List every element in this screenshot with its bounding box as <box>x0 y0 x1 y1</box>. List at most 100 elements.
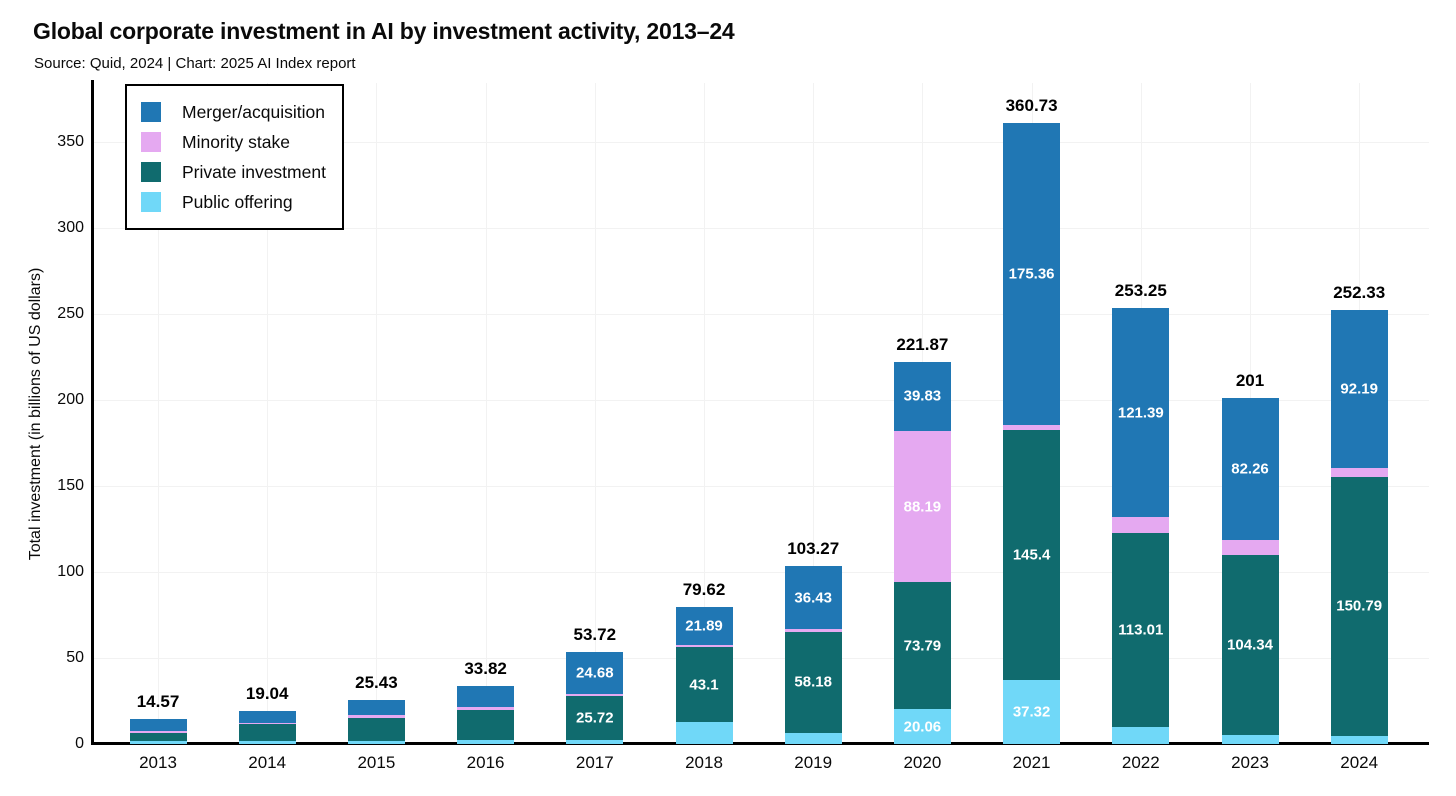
bar-segment-minority_stake <box>347 715 405 718</box>
segment-value-label: 58.18 <box>794 673 832 691</box>
segment-value-label: 25.72 <box>576 709 614 727</box>
legend-label: Minority stake <box>182 131 290 152</box>
bar-segment-private_investment <box>1003 429 1061 680</box>
x-tick-label: 2022 <box>1121 753 1160 772</box>
bar-total-label: 221.87 <box>896 335 949 355</box>
x-tick-label: 2016 <box>466 753 505 772</box>
segment-value-label: 113.01 <box>1118 621 1164 639</box>
bar-segment-minority_stake <box>566 694 624 696</box>
bar-total-label: 201 <box>1235 371 1265 391</box>
bar-segment-minority_stake <box>1112 517 1170 533</box>
segment-value-label: 21.89 <box>685 617 723 635</box>
bar-segment-private_investment <box>347 717 405 741</box>
legend-swatch-icon <box>141 192 161 212</box>
bar-segment-merger_acquisition <box>675 606 733 645</box>
segment-value-label: 175.36 <box>1008 265 1055 283</box>
segment-value-label: 36.43 <box>794 589 832 607</box>
legend-item-public_offering: Public offering <box>141 187 326 217</box>
legend: Merger/acquisition Minority stake Private … <box>125 84 344 230</box>
bar-total-label: 252.33 <box>1333 282 1386 302</box>
legend-swatch-icon <box>141 132 161 152</box>
bar-segment-public_offering <box>347 740 405 744</box>
bar-segment-public_offering <box>457 740 515 744</box>
bar-segment-public_offering <box>1112 727 1170 744</box>
gridline-vertical <box>376 83 378 744</box>
bar-segment-merger_acquisition <box>1330 309 1388 469</box>
gridline-vertical <box>704 83 705 744</box>
bar-segment-merger_acquisition <box>1003 123 1061 425</box>
gridline-vertical <box>158 83 159 744</box>
bar-segment-minority_stake <box>784 628 842 633</box>
gridline-vertical <box>594 83 596 744</box>
bar-segment-public_offering <box>566 740 624 744</box>
x-tick-label: 2024 <box>1340 753 1379 772</box>
bar-segment-private_investment <box>1221 555 1279 735</box>
bar-segment-public_offering <box>784 732 842 744</box>
y-tick-label: 250 <box>57 304 84 322</box>
x-tick-label: 2014 <box>248 753 287 772</box>
gridline-horizontal <box>93 313 1429 315</box>
legend-swatch-icon <box>141 102 161 122</box>
x-tick-label: 2013 <box>139 753 177 772</box>
legend-label: Public offering <box>182 191 293 212</box>
bar-segment-private_investment <box>1330 476 1388 737</box>
bar-segment-minority_stake <box>129 730 187 734</box>
segment-value-label: 145.4 <box>1012 546 1051 564</box>
bar-segment-private_investment <box>457 710 515 741</box>
y-tick-label: 150 <box>57 476 84 494</box>
bar-segment-minority_stake <box>893 430 951 583</box>
bar-segment-minority_stake <box>1221 539 1279 556</box>
x-tick-label: 2015 <box>357 753 396 772</box>
segment-value-label: 20.06 <box>903 718 942 736</box>
x-tick-label: 2018 <box>685 753 723 772</box>
gridline-horizontal <box>93 227 1429 229</box>
y-tick-label: 200 <box>57 390 84 408</box>
legend-label: Private investment <box>182 161 326 182</box>
segment-value-label: 88.19 <box>903 498 942 516</box>
x-tick-label: 2023 <box>1231 753 1269 772</box>
bar-segment-merger_acquisition <box>457 685 515 708</box>
y-tick-label: 350 <box>57 132 84 150</box>
legend-label: Merger/acquisition <box>182 101 325 122</box>
bar-segment-minority_stake <box>675 644 733 648</box>
bar-segment-private_investment <box>238 723 296 741</box>
bar-segment-merger_acquisition <box>129 718 187 731</box>
gridline-horizontal <box>93 485 1429 487</box>
x-tick-label: 2021 <box>1012 753 1051 772</box>
bar-segment-public_offering <box>1330 736 1388 744</box>
segment-value-label: 82.26 <box>1231 460 1269 478</box>
gridline-horizontal <box>93 571 1429 573</box>
segment-value-label: 92.19 <box>1340 380 1378 398</box>
y-axis-line <box>91 80 94 744</box>
segment-value-label: 39.83 <box>903 387 942 405</box>
segment-value-label: 104.34 <box>1227 636 1273 654</box>
gridline-horizontal <box>93 141 1429 143</box>
gridline-vertical <box>267 83 269 744</box>
bar-segment-merger_acquisition <box>347 700 405 716</box>
segment-value-label: 37.32 <box>1012 703 1051 721</box>
bar-segment-public_offering <box>1003 679 1061 744</box>
legend-swatch-icon <box>141 162 161 182</box>
x-tick-label: 2019 <box>794 753 833 772</box>
bar-total-label: 14.57 <box>136 691 180 711</box>
bar-segment-merger_acquisition <box>784 566 842 629</box>
bar-segment-private_investment <box>893 582 951 710</box>
bar-segment-merger_acquisition <box>238 711 296 724</box>
bar-segment-merger_acquisition <box>1112 308 1170 518</box>
bar-total-label: 19.04 <box>245 684 289 704</box>
bar-segment-minority_stake <box>457 707 515 711</box>
bar-total-label: 79.62 <box>682 579 726 599</box>
y-tick-label: 50 <box>66 648 84 666</box>
bar-total-label: 53.72 <box>573 624 617 644</box>
gridline-horizontal <box>93 399 1429 401</box>
bar-total-label: 25.43 <box>355 673 398 693</box>
y-tick-label: 100 <box>57 562 84 580</box>
bar-segment-merger_acquisition <box>893 362 951 431</box>
bar-segment-public_offering <box>893 709 951 744</box>
bar-total-label: 33.82 <box>464 658 507 678</box>
chart-subtitle: Source: Quid, 2024 | Chart: 2025 AI Inde… <box>34 55 356 72</box>
segment-value-label: 121.39 <box>1117 404 1164 422</box>
bar-segment-minority_stake <box>1003 424 1061 430</box>
plot-area: 25.72 24.68 43.1 21.89 58.18 36.43 20.06 73.79 8… <box>93 83 1429 744</box>
legend-item-minority_stake: Minority stake <box>141 127 326 157</box>
